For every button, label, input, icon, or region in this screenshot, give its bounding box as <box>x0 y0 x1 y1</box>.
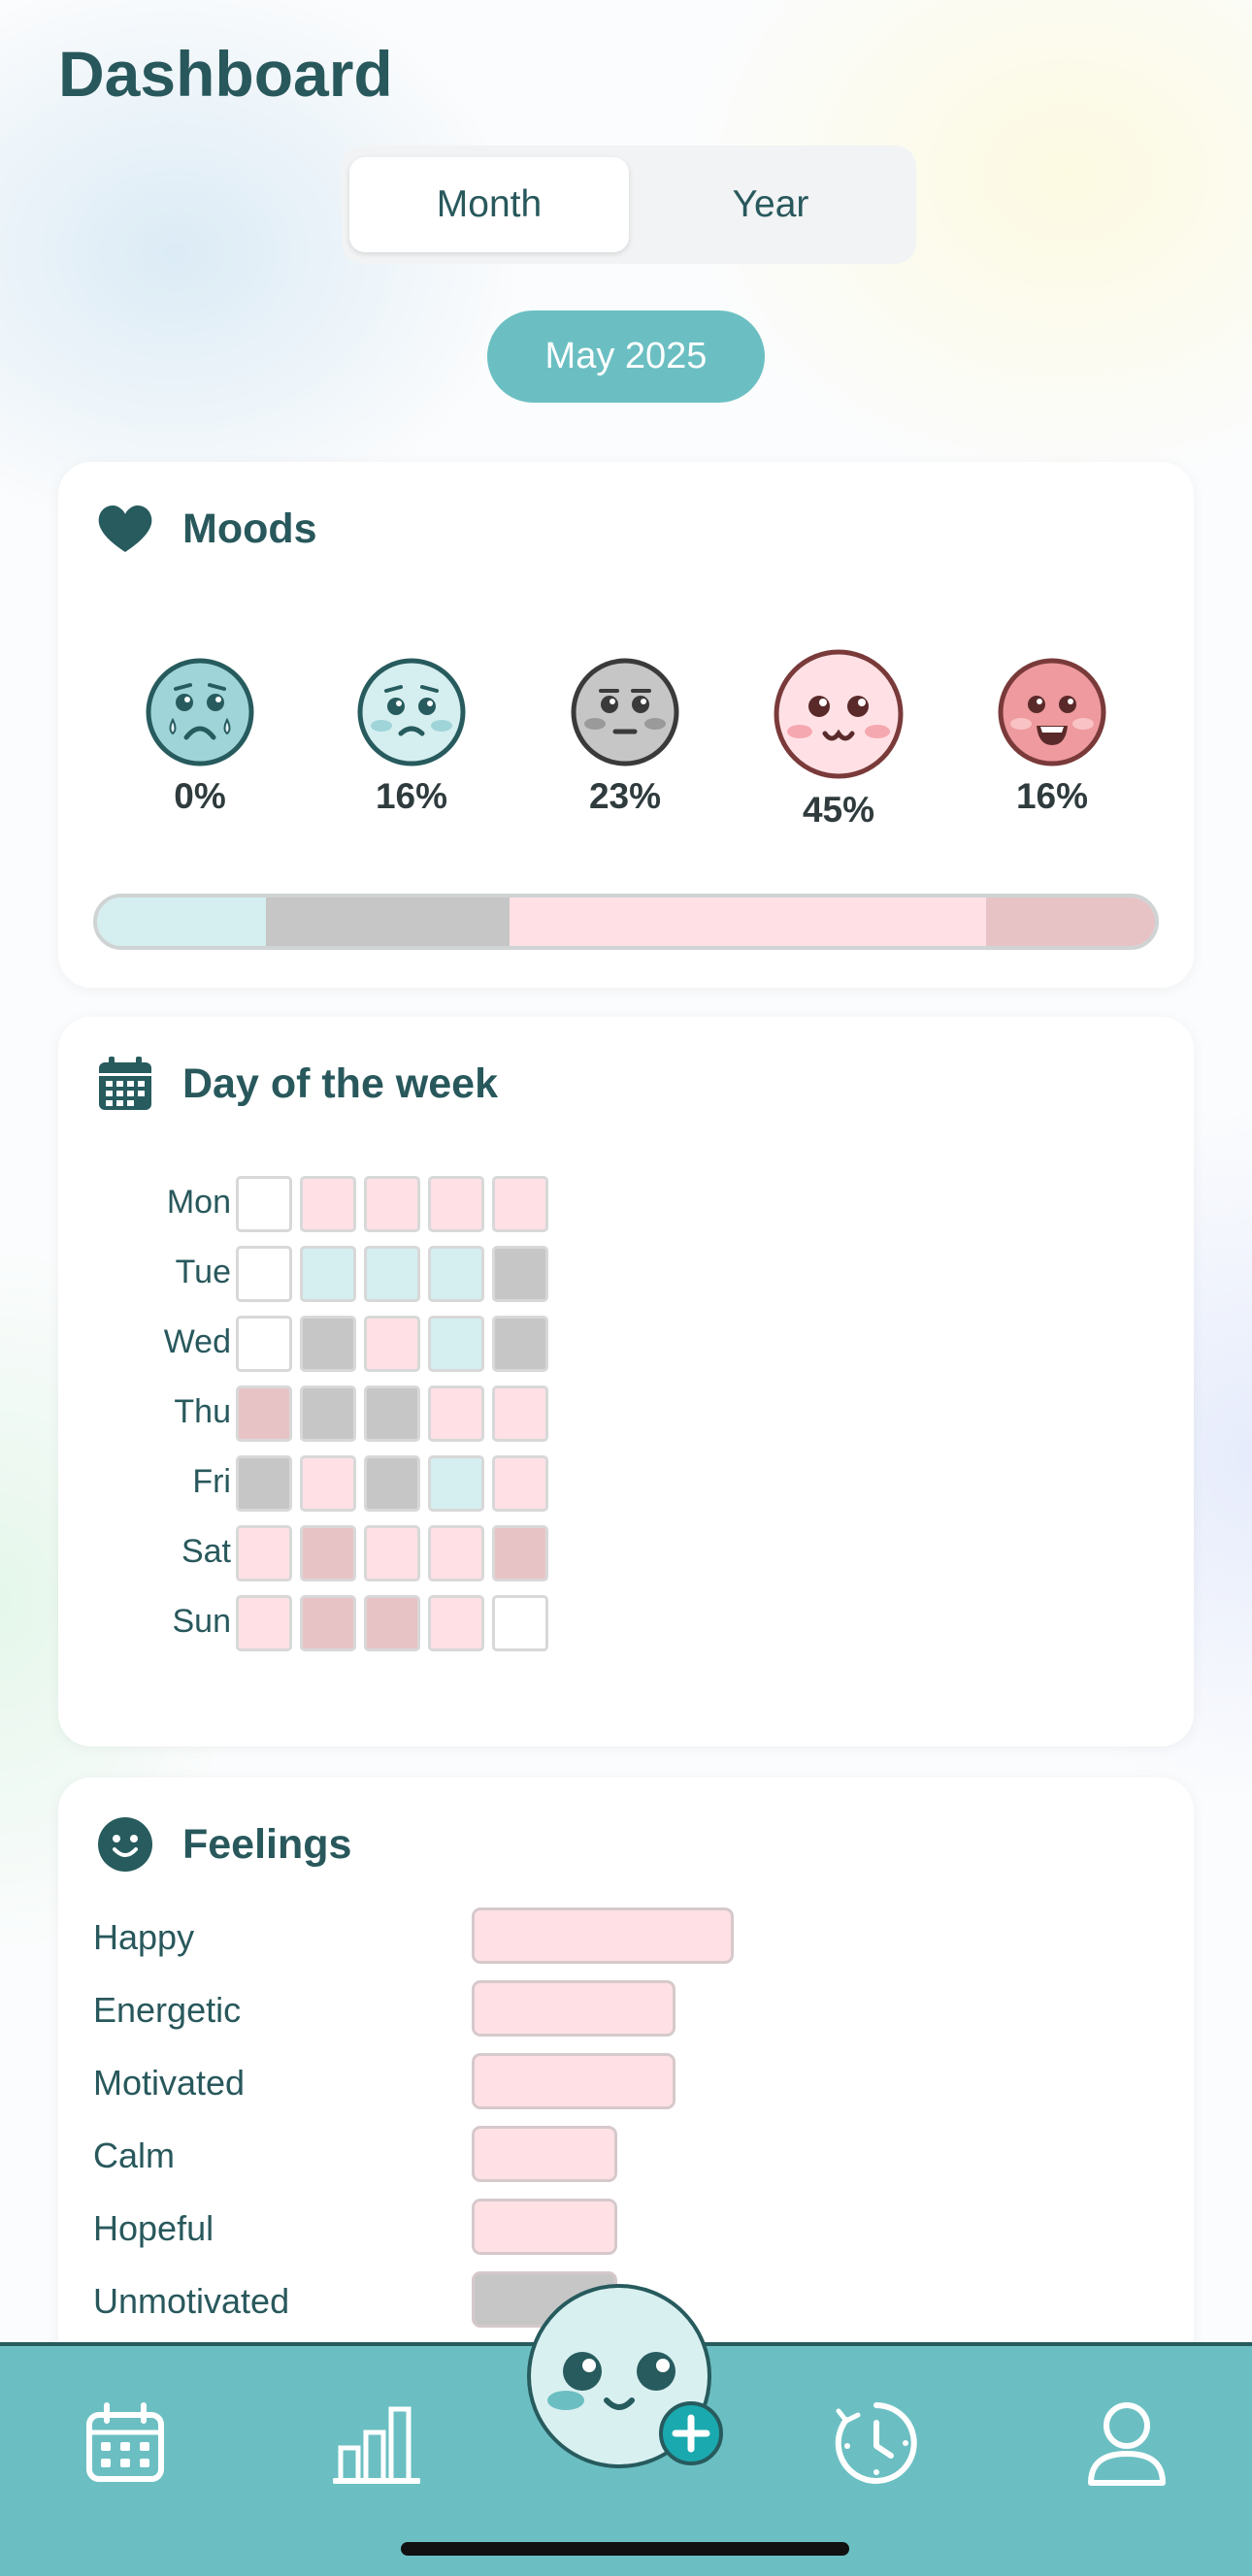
day-of-week-title: Day of the week <box>182 1060 498 1107</box>
mood-percent-neutral: 23% <box>588 776 662 816</box>
period-selector-button[interactable]: May 2025 <box>487 310 765 403</box>
day-mood-cell <box>492 1176 548 1232</box>
day-mood-cell <box>492 1455 548 1512</box>
day-mood-cell <box>236 1525 292 1581</box>
mood-bar-segment-3 <box>510 897 986 946</box>
day-mood-cell <box>364 1176 420 1232</box>
smiley-icon <box>98 1817 152 1872</box>
mood-stat-neutral: 23% <box>547 656 703 817</box>
day-mood-cell <box>428 1595 484 1651</box>
day-mood-cell <box>364 1246 420 1302</box>
day-mood-cell <box>364 1525 420 1581</box>
feelings-title: Feelings <box>182 1820 352 1868</box>
day-mood-cell <box>364 1316 420 1372</box>
day-mood-cell <box>428 1525 484 1581</box>
day-label: Wed <box>163 1323 231 1360</box>
plus-icon[interactable] <box>658 2400 724 2466</box>
day-mood-cell <box>300 1595 356 1651</box>
mood-percent-laughing: 16% <box>1015 776 1089 816</box>
mood-stat-happy: 45% <box>761 646 916 831</box>
feeling-bar <box>472 2126 617 2182</box>
day-mood-cell <box>300 1455 356 1512</box>
crying-face-icon <box>146 658 254 766</box>
day-mood-cell <box>236 1176 292 1232</box>
feeling-label: Hopeful <box>93 2208 214 2248</box>
mood-stat-laughing: 16% <box>974 656 1130 817</box>
calendar-icon[interactable] <box>82 2399 169 2487</box>
day-label: Sat <box>181 1533 231 1570</box>
day-mood-cell <box>236 1595 292 1651</box>
feeling-bar <box>472 2053 675 2109</box>
mood-bar-segment-2 <box>266 897 511 946</box>
feeling-label: Happy <box>93 1917 195 1957</box>
feelings-card: Feelings Happy Energetic Motivated Calm Hope… <box>58 1777 1194 2398</box>
home-indicator <box>401 2542 849 2556</box>
day-mood-cell <box>492 1525 548 1581</box>
day-label: Thu <box>174 1393 231 1430</box>
calendar-icon <box>99 1057 151 1110</box>
day-mood-cell <box>364 1386 420 1442</box>
day-label: Fri <box>192 1463 231 1500</box>
day-mood-cell <box>428 1246 484 1302</box>
moods-title: Moods <box>182 505 317 552</box>
day-mood-cell <box>236 1316 292 1372</box>
day-mood-cell <box>300 1246 356 1302</box>
day-mood-cell <box>300 1176 356 1232</box>
mood-bar-segment-4 <box>985 897 1155 946</box>
feeling-label: Calm <box>93 2136 176 2175</box>
period-segmented-control: Month Year <box>342 146 916 264</box>
mood-percent-crying: 0% <box>174 776 226 816</box>
moods-card: Moods 0% 16% <box>58 462 1194 988</box>
mood-bar-segment-1 <box>97 897 267 946</box>
happy-face-icon <box>774 649 904 779</box>
day-mood-cell <box>300 1316 356 1372</box>
profile-icon[interactable] <box>1083 2399 1170 2487</box>
day-mood-cell <box>300 1525 356 1581</box>
feeling-label: Motivated <box>93 2063 246 2103</box>
day-mood-cell <box>364 1595 420 1651</box>
mood-stat-sad: 16% <box>334 656 489 817</box>
day-mood-cell <box>492 1316 548 1372</box>
day-mood-cell <box>492 1386 548 1442</box>
day-label: Sun <box>172 1603 232 1640</box>
mood-distribution-bar <box>93 894 1159 950</box>
mood-stat-crying: 0% <box>122 656 278 817</box>
feeling-label: Unmotivated <box>93 2281 290 2321</box>
day-mood-cell <box>428 1176 484 1232</box>
tab-year[interactable]: Year <box>732 183 809 225</box>
day-label: Tue <box>175 1254 231 1290</box>
page-title: Dashboard <box>58 38 393 110</box>
sad-face-icon <box>357 658 466 766</box>
feeling-bar <box>472 2199 617 2255</box>
heart-icon <box>98 505 152 552</box>
day-mood-cell <box>492 1246 548 1302</box>
day-mood-cell <box>364 1455 420 1512</box>
day-mood-cell <box>236 1386 292 1442</box>
day-mood-cell <box>300 1386 356 1442</box>
day-label: Mon <box>166 1184 231 1221</box>
add-mood-icon <box>547 2352 675 2410</box>
day-mood-cell <box>236 1246 292 1302</box>
bar-chart-icon[interactable] <box>333 2399 420 2487</box>
laughing-face-icon <box>998 658 1106 766</box>
day-mood-cell <box>428 1316 484 1372</box>
neutral-face-icon <box>571 658 679 766</box>
day-of-week-card: Day of the week Mon Tue Wed Thu Fri Sat Sun <box>58 1017 1194 1746</box>
mood-percent-happy: 45% <box>802 790 875 830</box>
feeling-label: Energetic <box>93 1990 242 2030</box>
day-mood-cell <box>236 1455 292 1512</box>
mood-percent-sad: 16% <box>375 776 448 816</box>
day-mood-cell <box>428 1386 484 1442</box>
day-mood-cell <box>492 1595 548 1651</box>
feeling-bar <box>472 1908 734 1964</box>
day-mood-cell <box>428 1455 484 1512</box>
history-clock-icon[interactable] <box>833 2399 920 2487</box>
feeling-bar <box>472 1980 675 2037</box>
tab-month[interactable]: Month <box>349 157 629 252</box>
